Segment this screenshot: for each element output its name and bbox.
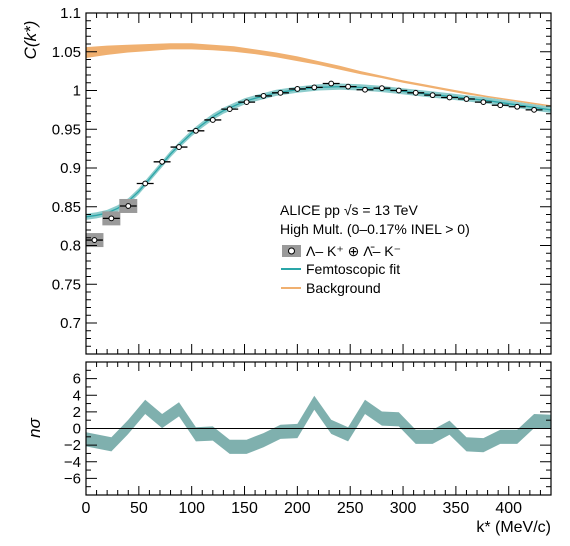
residual-band-area — [86, 395, 551, 454]
data-point — [345, 83, 351, 90]
data-points — [85, 80, 543, 248]
data-point — [226, 106, 233, 112]
data-point — [125, 203, 132, 209]
x-tick-label: 50 — [130, 500, 148, 517]
data-point — [311, 84, 318, 91]
x-tick-label: 350 — [443, 500, 470, 517]
data-point — [328, 80, 335, 87]
top-y-axis-label: C(k*) — [21, 21, 40, 60]
background-band — [86, 43, 551, 107]
y-tick-label: 0.8 — [60, 238, 81, 255]
data-point — [159, 158, 165, 165]
data-point — [294, 86, 301, 92]
x-tick-label: 150 — [231, 500, 258, 517]
y-tick-label: −2 — [64, 437, 81, 454]
legend-entry-fit: Femtoscopic fit — [306, 261, 400, 277]
y-tick-label: 0.7 — [60, 315, 81, 332]
data-point — [260, 93, 267, 99]
y-tick-label: 6 — [73, 371, 81, 388]
data-point — [193, 127, 199, 134]
data-point — [412, 89, 419, 96]
background-band-area — [86, 43, 551, 107]
data-point — [362, 86, 368, 93]
x-tick-label: 300 — [390, 500, 417, 517]
x-axis-label: k* (MeV/c) — [476, 519, 551, 536]
legend-data-marker — [288, 247, 295, 255]
y-tick-label: 1 — [73, 83, 81, 100]
y-tick-label: 4 — [73, 387, 81, 404]
y-tick-label: 1.05 — [52, 44, 81, 61]
x-tick-label: 250 — [337, 500, 364, 517]
y-tick-label: −6 — [64, 470, 81, 487]
y-tick-label: 1.1 — [60, 5, 81, 22]
data-point — [480, 99, 487, 106]
y-tick-label: 0.75 — [52, 276, 81, 293]
y-tick-label: −4 — [64, 454, 81, 471]
x-tick-label: 200 — [284, 500, 311, 517]
legend-header-2: High Mult. (0–0.17% INEL > 0) — [280, 221, 470, 237]
data-point — [108, 215, 115, 222]
bottom-y-axis-label: nσ — [25, 417, 44, 437]
correlation-panel: 0.7 0.75 0.8 0.85 0.9 0.95 1 1.05 1.1 C(k*) — [21, 5, 552, 355]
data-point — [176, 144, 182, 150]
data-point — [531, 106, 537, 113]
legend-entry-data: Λ– K⁺ ⊕ Λ̄– K⁻ — [306, 243, 401, 259]
x-tick-label: 400 — [495, 500, 522, 517]
data-point — [379, 85, 385, 92]
bottom-panel-frame — [85, 361, 552, 496]
x-tick-label: 100 — [178, 500, 205, 517]
legend: ALICE pp √s = 13 TeV High Mult. (0–0.17%… — [280, 202, 470, 296]
data-point — [243, 99, 250, 106]
top-panel-frame — [85, 12, 552, 355]
fit-line — [85, 85, 552, 218]
data-point — [497, 102, 504, 109]
data-point — [429, 92, 436, 99]
y-tick-label: 0.9 — [60, 160, 81, 177]
data-point — [142, 180, 149, 187]
y-tick-label: 2 — [73, 404, 81, 421]
data-point — [514, 103, 521, 110]
data-point — [209, 117, 216, 123]
y-tick-label: 0.85 — [52, 199, 81, 216]
data-point — [395, 87, 402, 94]
residual-band — [86, 395, 551, 454]
data-point — [463, 96, 470, 102]
data-point — [446, 94, 453, 101]
data-point — [91, 237, 98, 243]
data-point — [277, 89, 284, 96]
legend-entry-background: Background — [306, 280, 381, 296]
top-panel-ticks: 0.7 0.75 0.8 0.85 0.9 0.95 1 1.05 1.1 — [52, 5, 552, 354]
y-tick-label: 0 — [73, 421, 81, 438]
y-tick-label: 0.95 — [52, 121, 81, 138]
legend-header-1: ALICE pp √s = 13 TeV — [280, 202, 418, 218]
x-tick-label: 0 — [82, 500, 91, 517]
